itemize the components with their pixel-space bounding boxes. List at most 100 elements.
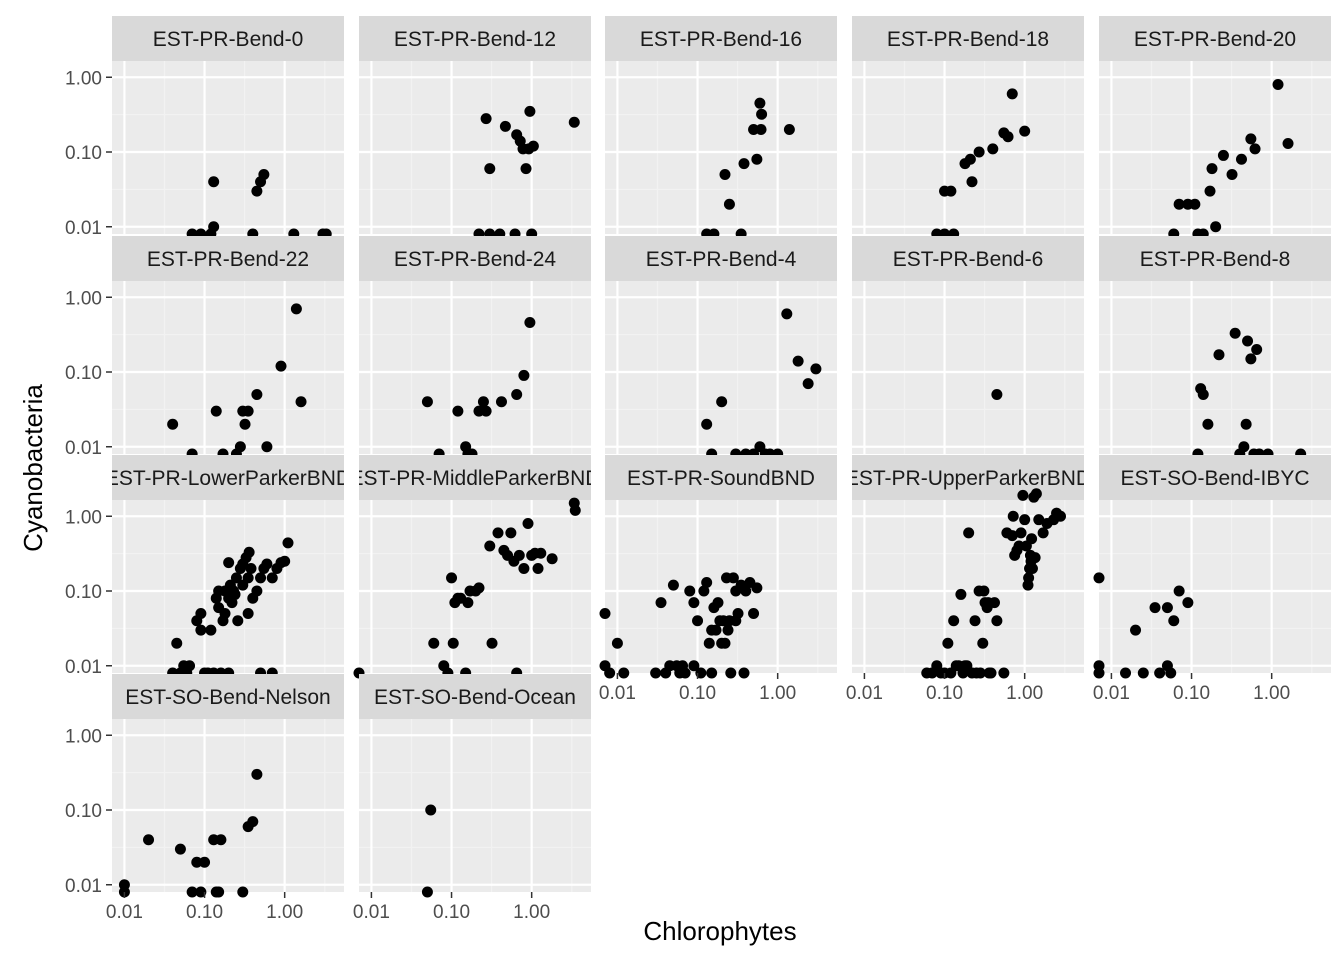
data-point <box>1006 530 1018 542</box>
data-point <box>977 637 989 649</box>
data-point <box>688 597 700 609</box>
data-point <box>754 97 766 109</box>
facet-panel: EST-PR-Bend-22 <box>112 236 344 460</box>
data-point <box>167 418 179 430</box>
y-tick-label: 1.00 <box>65 726 102 747</box>
data-point <box>1006 88 1018 100</box>
facet-strip-label: EST-PR-Bend-20 <box>1134 28 1296 51</box>
facet-strip <box>852 236 1084 281</box>
data-point <box>524 316 536 328</box>
data-point <box>1019 125 1031 137</box>
data-point <box>186 886 198 898</box>
data-point <box>655 597 667 609</box>
facet-strip-label: EST-PR-UpperParkerBND <box>845 467 1091 490</box>
data-point <box>251 185 263 197</box>
facet-strip-label: EST-PR-Bend-22 <box>147 248 309 271</box>
data-point <box>524 105 536 117</box>
data-point <box>546 553 558 565</box>
data-point <box>428 637 440 649</box>
data-point <box>942 637 954 649</box>
data-point <box>991 389 1003 401</box>
data-point <box>243 546 255 558</box>
data-point <box>242 572 254 584</box>
data-point <box>462 597 474 609</box>
y-tick-label: 1.00 <box>65 288 102 309</box>
data-point <box>1029 552 1041 564</box>
data-point <box>719 169 731 181</box>
data-point <box>229 588 241 600</box>
data-point <box>505 527 517 539</box>
data-point <box>1182 597 1194 609</box>
data-point <box>208 221 220 233</box>
data-point <box>1002 131 1014 143</box>
data-point <box>1093 667 1105 679</box>
facet-panel: EST-PR-Bend-0 <box>112 16 344 240</box>
data-point <box>706 667 718 679</box>
facet-panels: EST-PR-Bend-0 EST-PR-Bend-12 EST-PR-Bend-1… <box>105 16 1331 898</box>
panel-background <box>112 61 344 234</box>
facet-panel: EST-PR-Bend-4 <box>605 236 837 460</box>
panel-background <box>605 61 837 234</box>
data-point <box>532 563 544 575</box>
x-tick-label: 0.01 <box>599 683 636 704</box>
data-point <box>599 608 611 620</box>
facet-strip <box>605 455 837 500</box>
data-point <box>242 405 254 417</box>
data-point <box>1235 153 1247 165</box>
data-point <box>698 585 710 597</box>
data-point <box>969 615 981 627</box>
facet-panel: EST-PR-Bend-6 <box>852 236 1084 454</box>
data-point <box>738 158 750 170</box>
facet-panel: EST-SO-Bend-Nelson <box>112 674 344 898</box>
facet-strip <box>112 455 344 500</box>
data-point <box>223 557 235 569</box>
facet-panel: EST-PR-Bend-24 <box>359 236 591 460</box>
y-tick-label: 0.10 <box>65 143 102 164</box>
data-point <box>955 588 967 600</box>
y-axes: 0.01 0.10 1.00 0.01 0.10 1.00 0.01 0.10 1.00 0.01… <box>65 68 112 897</box>
data-point <box>692 615 704 627</box>
facet-strip-label: EST-PR-Bend-6 <box>893 248 1044 271</box>
data-point <box>756 108 768 120</box>
data-point <box>477 396 489 408</box>
x-tick-label: 1.00 <box>1253 683 1290 704</box>
facet-panel: EST-PR-Bend-16 <box>605 16 837 240</box>
data-point <box>1030 488 1042 500</box>
data-point <box>1229 327 1241 339</box>
data-point <box>1173 585 1185 597</box>
data-point <box>1189 198 1201 210</box>
data-point <box>568 116 580 128</box>
data-point <box>684 585 696 597</box>
data-point <box>230 572 242 584</box>
facet-strip <box>1099 16 1331 61</box>
data-point <box>258 169 270 181</box>
data-point <box>251 585 263 597</box>
data-point <box>215 834 227 846</box>
facet-strip <box>112 236 344 281</box>
y-tick-label: 1.00 <box>65 507 102 528</box>
data-point <box>480 405 492 417</box>
facet-strip-label: EST-PR-LowerParkerBND <box>105 467 351 490</box>
facet-strip <box>852 455 1084 500</box>
data-point <box>1137 667 1149 679</box>
data-point <box>783 124 795 136</box>
facet-strip-label: EST-PR-Bend-8 <box>1140 248 1291 271</box>
data-point <box>473 582 485 594</box>
data-point <box>486 637 498 649</box>
x-tick-label: 0.10 <box>433 902 470 923</box>
data-point <box>1240 418 1252 430</box>
data-point <box>184 660 196 672</box>
data-point <box>275 360 287 372</box>
data-point <box>974 667 986 679</box>
facet-panel: EST-PR-LowerParkerBND <box>105 455 351 679</box>
y-tick-label: 0.01 <box>65 438 102 459</box>
data-point <box>232 615 244 627</box>
data-point <box>1033 514 1045 526</box>
data-point <box>716 396 728 408</box>
data-point <box>255 572 267 584</box>
data-point <box>751 582 763 594</box>
data-point <box>219 608 231 620</box>
panel-background <box>359 61 591 234</box>
panel-background <box>1099 281 1331 454</box>
data-point <box>239 418 251 430</box>
